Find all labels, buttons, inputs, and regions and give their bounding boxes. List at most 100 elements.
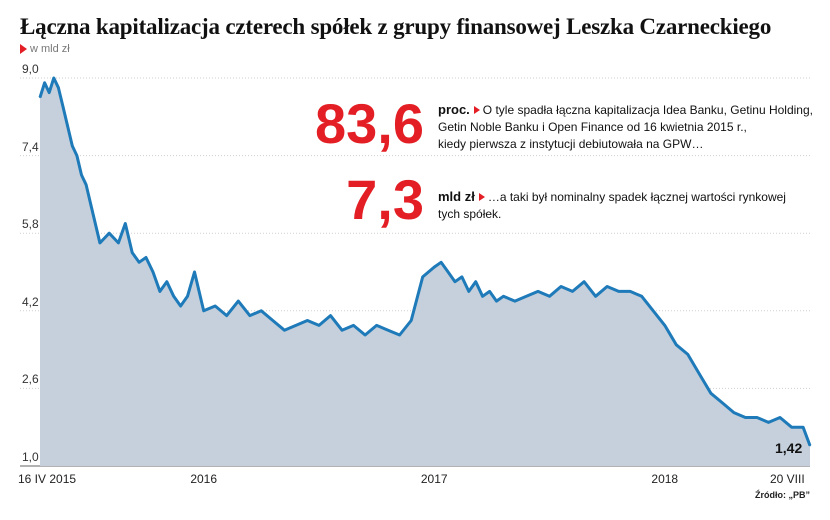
data-point <box>248 314 251 317</box>
data-point <box>721 402 724 404</box>
area-fill <box>40 78 810 466</box>
data-point <box>214 305 217 307</box>
data-point <box>790 426 793 429</box>
y-tick-label: 7,4 <box>22 139 39 154</box>
chart-title: Łączna kapitalizacja czterech spółek z g… <box>20 14 772 39</box>
data-point <box>364 334 366 336</box>
data-point <box>352 324 355 327</box>
data-point <box>663 324 666 327</box>
data-point <box>652 310 655 312</box>
data-point <box>341 329 343 332</box>
data-point <box>237 300 240 302</box>
data-point <box>138 261 140 264</box>
stat-text-line3: kiedy pierwsza z instytucji debiutowała … <box>438 137 704 151</box>
data-point <box>94 222 97 225</box>
data-point <box>514 300 516 302</box>
data-point <box>165 280 168 283</box>
data-point <box>779 416 781 419</box>
stat-text-line2: tych spółek. <box>438 207 502 221</box>
data-point <box>39 96 41 99</box>
stat-text-line2: Getin Noble Banku i Open Finance od 16 k… <box>438 120 747 134</box>
data-point <box>571 290 574 293</box>
data-point <box>468 290 470 293</box>
data-point <box>710 392 712 395</box>
data-point <box>698 373 701 375</box>
data-point <box>447 271 449 273</box>
data-point <box>172 295 175 298</box>
data-point <box>159 290 161 293</box>
data-point <box>387 329 389 332</box>
data-point <box>454 280 456 283</box>
data-point <box>809 444 811 447</box>
data-point <box>629 290 631 293</box>
data-point <box>260 310 263 312</box>
data-point <box>225 314 228 317</box>
y-tick-label: 2,6 <box>22 372 39 387</box>
data-point <box>43 82 46 84</box>
y-tick-label: 9,0 <box>22 62 39 76</box>
data-point <box>687 353 689 356</box>
data-point <box>99 242 101 244</box>
x-tick-label: 20 VIII <box>770 472 805 486</box>
data-point <box>488 290 491 293</box>
data-point <box>76 154 78 157</box>
x-tick-label: 2016 <box>190 472 218 486</box>
data-point <box>329 314 332 317</box>
data-point <box>117 242 120 244</box>
stat-unit-value: mld zł <box>438 189 475 204</box>
data-point <box>640 295 643 298</box>
y-tick-label: 1,0 <box>22 450 39 464</box>
data-point <box>186 295 189 298</box>
data-point <box>433 266 436 268</box>
data-point <box>756 416 758 419</box>
data-point <box>525 295 528 298</box>
x-tick-label: 2017 <box>420 472 448 486</box>
data-point <box>495 300 498 302</box>
stat-number-percent: 83,6 <box>315 92 424 155</box>
data-point <box>202 310 205 312</box>
data-point <box>103 237 106 239</box>
data-point <box>617 290 620 293</box>
data-point <box>675 343 678 346</box>
data-point <box>375 324 378 327</box>
data-point <box>318 324 320 327</box>
unit-label-row: w mld zł <box>20 43 70 55</box>
data-point <box>124 222 127 225</box>
stat-text-line1: …a taki był nominalny spadek łącznej war… <box>487 190 786 204</box>
data-point <box>193 271 196 273</box>
data-point <box>481 295 484 298</box>
data-point <box>66 125 69 128</box>
y-tick-label: 4,2 <box>22 294 39 309</box>
data-point <box>744 416 747 419</box>
y-tick-label: 5,8 <box>22 217 39 232</box>
data-point <box>733 411 735 414</box>
data-point <box>767 421 770 424</box>
data-point <box>548 295 551 298</box>
data-point <box>131 251 134 254</box>
stat-annotation-value: mld zł …a taki był nominalny spadek łączn… <box>438 188 786 223</box>
data-point <box>85 183 87 186</box>
stat-number-value: 7,3 <box>346 168 424 231</box>
data-point <box>80 174 83 176</box>
data-point <box>179 305 182 307</box>
data-point <box>62 106 64 108</box>
data-point <box>461 276 463 278</box>
data-point <box>537 290 539 293</box>
data-point <box>152 271 154 273</box>
data-point <box>89 203 92 205</box>
data-point <box>421 276 424 278</box>
data-point <box>53 77 55 79</box>
data-point <box>295 324 297 327</box>
data-point <box>112 237 115 239</box>
data-point <box>474 280 477 283</box>
stat-text-line1: O tyle spadła łączna kapitalizacja Idea … <box>482 103 813 117</box>
data-point <box>57 86 60 89</box>
data-point <box>306 319 309 322</box>
data-point <box>283 329 286 332</box>
data-point <box>606 285 608 288</box>
data-point <box>410 319 412 322</box>
data-point <box>48 91 51 94</box>
x-tick-label: 16 IV 2015 <box>18 472 77 486</box>
stat-annotation-percent: proc. O tyle spadła łączna kapitalizacja … <box>438 101 813 153</box>
